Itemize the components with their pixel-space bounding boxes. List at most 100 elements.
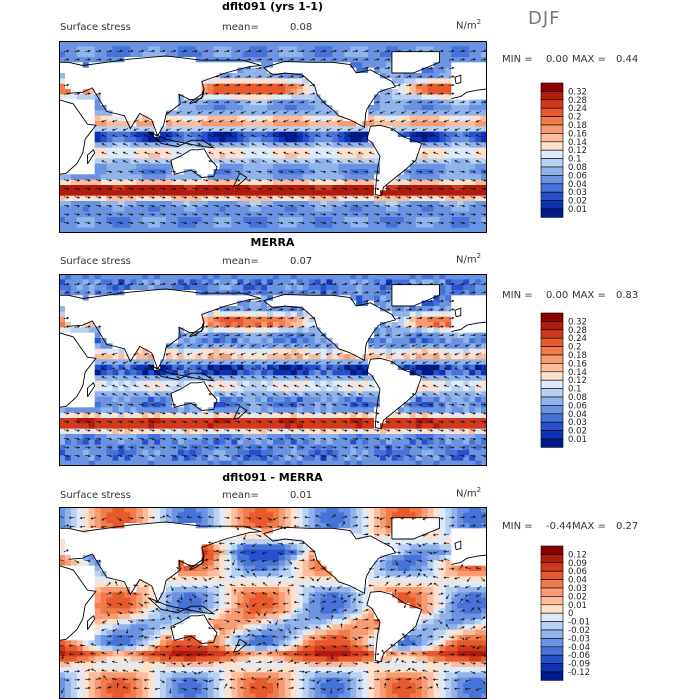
stress-vector xyxy=(272,361,278,364)
stress-vector xyxy=(117,429,123,432)
stress-vector xyxy=(446,594,450,600)
stress-vector xyxy=(438,316,444,320)
stress-vector xyxy=(448,618,455,622)
stress-vector xyxy=(240,678,246,681)
stress-vector xyxy=(443,151,450,155)
stress-vector xyxy=(363,221,369,225)
stress-vector xyxy=(127,403,134,406)
colorbar-swatch xyxy=(540,646,564,656)
stress-vector xyxy=(438,446,444,449)
stress-vector xyxy=(416,282,423,286)
coastline-europe xyxy=(451,554,487,566)
stress-vector xyxy=(213,291,220,294)
stress-vector xyxy=(149,403,155,406)
stress-vector xyxy=(168,654,172,660)
stress-vector xyxy=(106,179,113,182)
stress-vector xyxy=(149,179,155,182)
stress-vector xyxy=(320,204,327,208)
stress-vector xyxy=(181,204,188,208)
stress-vector xyxy=(336,376,343,379)
stress-vector xyxy=(181,688,187,691)
stress-vector xyxy=(277,179,284,182)
stress-vector xyxy=(374,437,380,441)
stress-vector xyxy=(267,187,273,191)
stress-vector xyxy=(309,429,316,432)
stress-vector xyxy=(202,679,209,682)
stress-vector xyxy=(389,652,396,655)
stress-vector xyxy=(229,160,236,163)
stress-vector xyxy=(352,617,359,621)
stress-vector xyxy=(224,187,230,191)
stress-vector xyxy=(406,325,412,328)
vector-layer xyxy=(63,282,487,458)
stress-vector xyxy=(95,204,102,208)
stress-vector xyxy=(117,291,123,294)
stress-vector xyxy=(406,213,412,216)
stress-vector xyxy=(74,204,81,208)
stress-vector xyxy=(138,610,145,614)
stress-vector xyxy=(395,446,402,449)
coastline-africa xyxy=(59,332,97,408)
coastline-south-america xyxy=(366,357,423,430)
stress-vector xyxy=(448,567,455,570)
stress-vector xyxy=(448,308,455,311)
colorbar-tick-label: 0.32 xyxy=(568,87,587,97)
stress-vector xyxy=(320,688,327,691)
stress-vector xyxy=(331,196,337,199)
stress-vector xyxy=(277,187,284,191)
stress-vector xyxy=(245,568,249,574)
stress-vector xyxy=(299,412,305,415)
stress-vector xyxy=(224,83,230,87)
stress-vector xyxy=(309,83,316,87)
stress-vector xyxy=(267,291,273,294)
stress-vector xyxy=(363,626,369,630)
stress-vector xyxy=(299,550,305,553)
stress-vector xyxy=(390,128,396,131)
stress-vector xyxy=(465,679,471,683)
stress-vector xyxy=(133,134,139,138)
stress-vector xyxy=(234,179,241,182)
colorbar-tick-label: 0.14 xyxy=(568,138,587,148)
stress-vector xyxy=(384,101,391,104)
stress-vector xyxy=(384,429,391,432)
coastline-eurasia xyxy=(59,521,262,603)
stress-vector xyxy=(202,687,209,691)
stress-vector xyxy=(261,352,268,356)
stress-vector xyxy=(326,151,332,155)
stress-vector xyxy=(218,542,225,545)
stress-vector xyxy=(245,420,252,424)
stress-vector xyxy=(234,75,241,78)
stress-vector xyxy=(95,446,102,449)
stress-vector xyxy=(288,325,295,328)
stress-vector xyxy=(122,143,129,146)
colorbar-tick-label: 0.32 xyxy=(568,317,587,327)
stress-vector xyxy=(395,669,401,672)
stress-vector xyxy=(347,134,353,138)
stress-vector xyxy=(384,533,391,537)
stress-vector xyxy=(470,187,476,191)
stress-vector xyxy=(331,412,337,415)
stress-vector xyxy=(149,446,155,449)
stress-vector xyxy=(230,659,236,663)
stress-vector xyxy=(74,420,81,424)
stress-vector xyxy=(309,282,316,286)
stress-vector xyxy=(234,568,241,571)
stress-vector xyxy=(459,196,466,199)
stress-vector xyxy=(340,594,344,601)
stress-vector xyxy=(299,454,305,458)
stress-vector xyxy=(438,49,444,53)
colorbar-tick-label: 0.06 xyxy=(568,567,587,577)
stress-vector xyxy=(224,325,230,328)
stress-vector xyxy=(411,628,418,631)
stress-vector xyxy=(262,641,268,646)
stress-vector xyxy=(240,143,246,146)
stress-vector xyxy=(320,429,327,432)
stress-vector xyxy=(117,454,123,458)
stress-vector xyxy=(213,567,220,570)
stress-vector xyxy=(384,669,391,673)
stress-vector xyxy=(406,560,412,563)
stress-vector xyxy=(261,367,268,371)
stress-vector xyxy=(208,160,214,163)
stress-vector xyxy=(438,334,444,337)
stress-vector xyxy=(358,361,364,364)
